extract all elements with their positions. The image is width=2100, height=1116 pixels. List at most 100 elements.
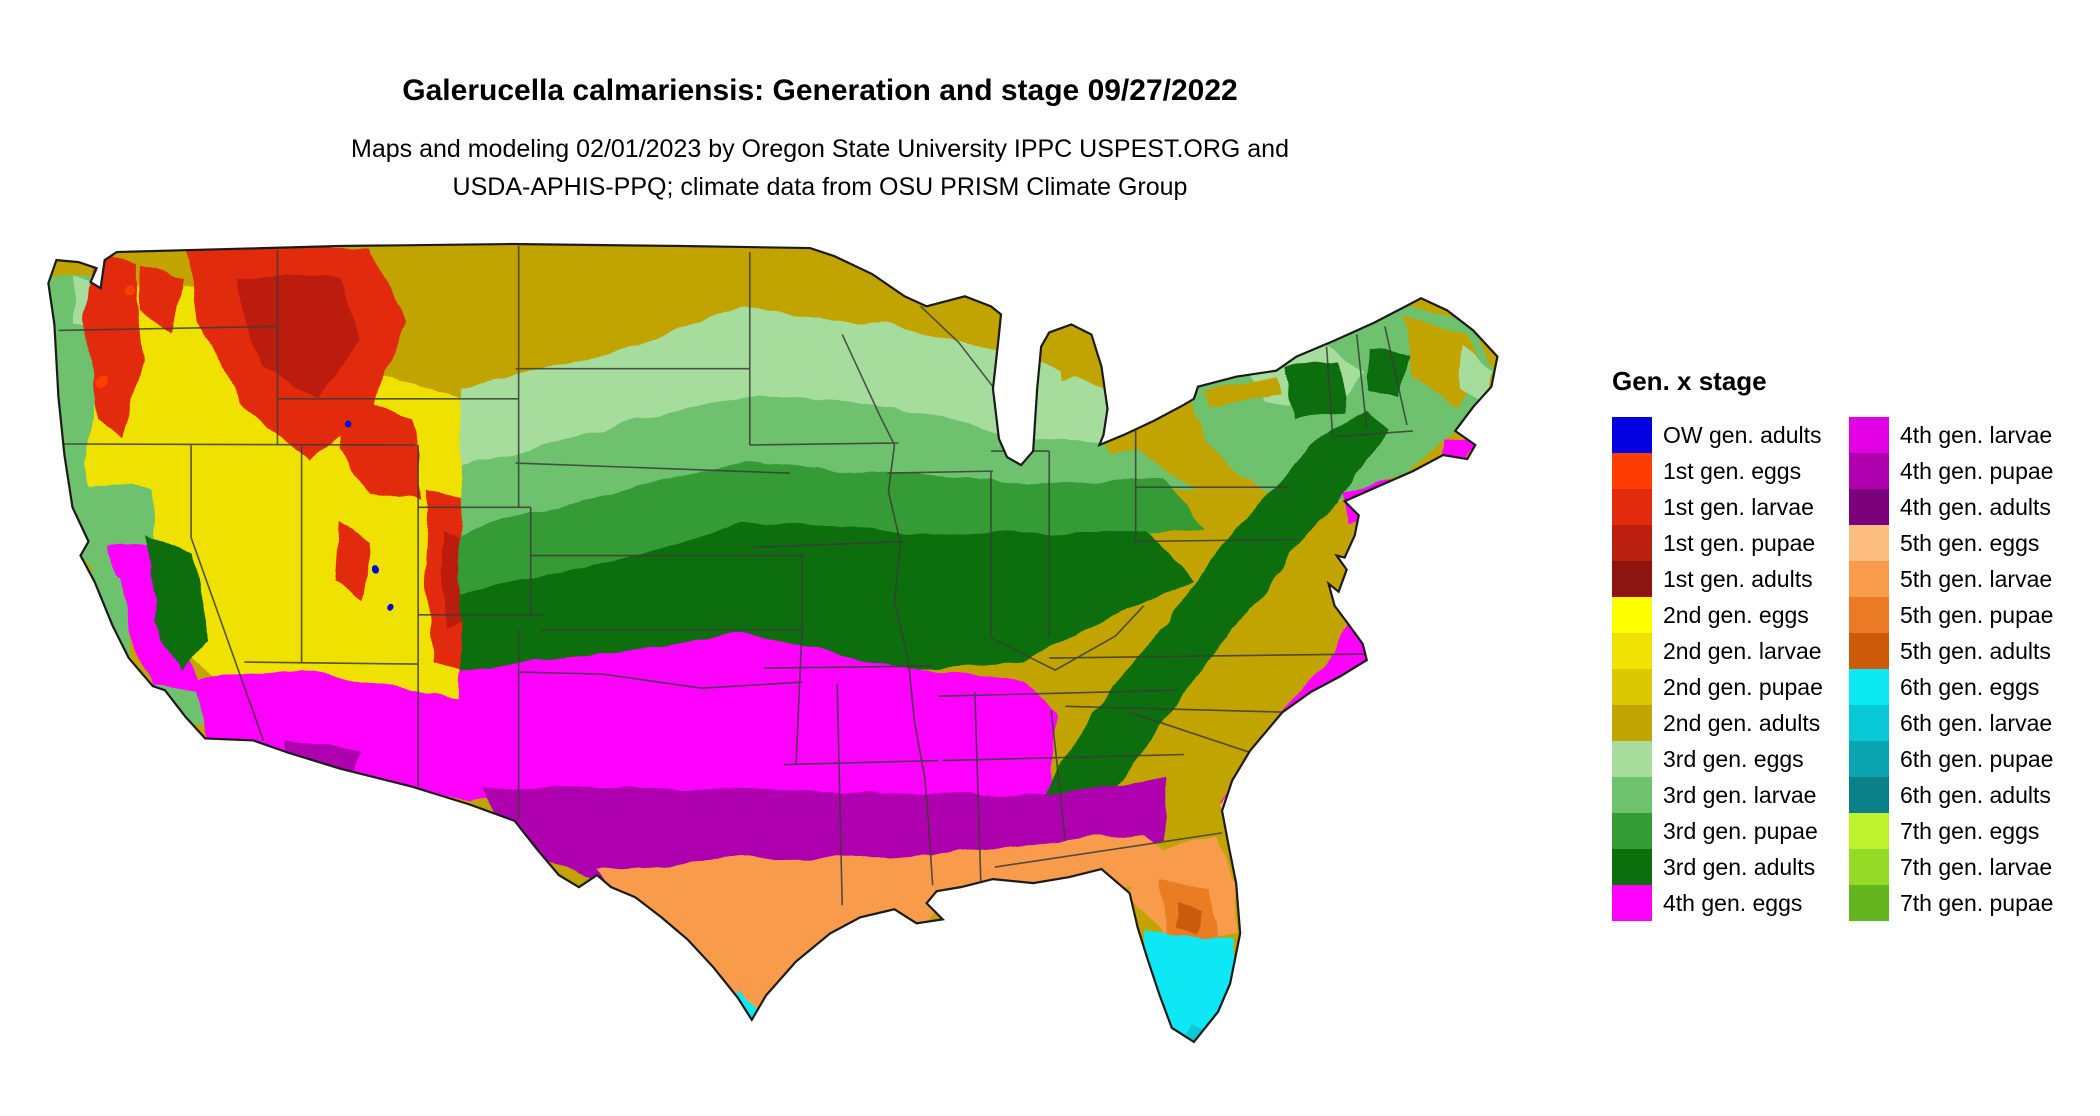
legend-label: 3rd gen. pupae xyxy=(1663,818,1818,844)
patch-whitemtns-darkgreen xyxy=(1368,346,1411,401)
speck-ow-adults xyxy=(371,565,380,574)
legend-item: 2nd gen. eggs xyxy=(1612,597,1849,633)
legend-label: 7th gen. larvae xyxy=(1900,854,2053,880)
legend-swatch xyxy=(1849,489,1889,525)
legend-label: 1st gen. adults xyxy=(1663,566,1813,592)
legend-item: 7th gen. larvae xyxy=(1849,849,2053,885)
legend-item: 3rd gen. eggs xyxy=(1612,741,1849,777)
legend-label: 6th gen. pupae xyxy=(1900,746,2054,772)
patch-newash-red xyxy=(138,266,182,331)
legend-label: 2nd gen. eggs xyxy=(1663,602,1809,628)
legend-swatch xyxy=(1849,453,1889,489)
legend-label: 4th gen. adults xyxy=(1900,494,2051,520)
legend-swatch xyxy=(1612,633,1652,669)
legend-label: 5th gen. adults xyxy=(1900,638,2051,664)
band-3rd-adults xyxy=(460,523,1194,677)
legend-item: 3rd gen. adults xyxy=(1612,849,1849,885)
legend-item: 1st gen. pupae xyxy=(1612,525,1849,561)
legend-item: 6th gen. eggs xyxy=(1849,669,2053,705)
legend-swatch xyxy=(1612,813,1652,849)
legend-swatch xyxy=(1612,525,1652,561)
page-title: Galerucella calmariensis: Generation and… xyxy=(402,74,1238,107)
legend-swatch xyxy=(1849,597,1889,633)
legend-label: OW gen. adults xyxy=(1663,422,1822,448)
legend-swatch xyxy=(1849,561,1889,597)
subtitle-line-2: USDA-APHIS-PPQ; climate data from OSU PR… xyxy=(452,173,1188,201)
legend-item: 6th gen. pupae xyxy=(1849,741,2053,777)
legend-swatch xyxy=(1612,489,1652,525)
legend-label: 5th gen. larvae xyxy=(1900,566,2053,592)
legend-label: 2nd gen. adults xyxy=(1663,710,1821,736)
legend-item: 4th gen. larvae xyxy=(1849,417,2053,453)
legend-swatch xyxy=(1612,849,1652,885)
legend-column-1: OW gen. adults 1st gen. eggs 1st gen. larv… xyxy=(1612,417,1849,921)
legend-label: 5th gen. pupae xyxy=(1900,602,2054,628)
legend-label: 2nd gen. pupae xyxy=(1663,674,1823,700)
patch-utah-red xyxy=(333,519,372,602)
speck-1st-eggs xyxy=(125,287,136,298)
legend-title: Gen. x stage xyxy=(1612,366,1767,396)
legend-item: 5th gen. eggs xyxy=(1849,525,2053,561)
band-3rd-eggs xyxy=(460,308,1126,472)
legend-label: 3rd gen. adults xyxy=(1663,854,1816,880)
patch-sierra-darkgreen xyxy=(148,533,210,673)
legend-label: 1st gen. pupae xyxy=(1663,530,1816,556)
legend-label: 4th gen. larvae xyxy=(1900,422,2053,448)
state-borders xyxy=(58,246,1414,906)
legend-item: 1st gen. larvae xyxy=(1612,489,1849,525)
legend-item: 2nd gen. pupae xyxy=(1612,669,1849,705)
legend-swatch xyxy=(1849,669,1889,705)
legend-item: 4th gen. adults xyxy=(1849,489,2053,525)
legend-label: 6th gen. adults xyxy=(1900,782,2051,808)
legend-swatch xyxy=(1612,885,1652,921)
legend-item: 2nd gen. larvae xyxy=(1612,633,1849,669)
legend-label: 1st gen. eggs xyxy=(1663,458,1802,484)
speck-1st-eggs xyxy=(94,372,107,385)
legend-swatch xyxy=(1612,453,1652,489)
patch-florida-5th-adults xyxy=(1175,901,1202,938)
legend-swatch xyxy=(1612,705,1652,741)
legend-swatch xyxy=(1612,597,1652,633)
legend-swatch xyxy=(1612,777,1652,813)
legend-label: 3rd gen. eggs xyxy=(1663,746,1804,772)
speck-ow-adults xyxy=(388,604,396,612)
band-4th-eggs xyxy=(460,633,1054,803)
legend-column-2: 4th gen. larvae 4th gen. pupae 4th gen. ad… xyxy=(1849,417,2053,921)
map-svg xyxy=(47,242,1499,1044)
patch-michigan-gold xyxy=(1051,330,1096,381)
legend-label: 7th gen. eggs xyxy=(1900,818,2040,844)
legend-item: 5th gen. larvae xyxy=(1849,561,2053,597)
legend-item: 4th gen. eggs xyxy=(1612,885,1849,921)
legend-item: 3rd gen. pupae xyxy=(1612,813,1849,849)
legend-swatch xyxy=(1849,885,1889,921)
legend-swatch xyxy=(1849,777,1889,813)
speck-ow-adults xyxy=(342,421,350,429)
legend-item: 2nd gen. adults xyxy=(1612,705,1849,741)
legend-item: 6th gen. larvae xyxy=(1849,705,2053,741)
legend-swatch xyxy=(1849,633,1889,669)
legend-label: 4th gen. eggs xyxy=(1663,890,1803,916)
legend-item: 7th gen. eggs xyxy=(1849,813,2053,849)
us-generation-stage-map xyxy=(38,238,1556,1062)
legend-swatch xyxy=(1849,741,1889,777)
legend-swatch xyxy=(1612,741,1652,777)
patch-sflorida-6th-larvae xyxy=(1179,1021,1204,1042)
patch-erie-shore-gold xyxy=(1101,408,1196,458)
legend: Gen. x stage OW gen. adults 1st gen. eggs… xyxy=(1612,366,2053,921)
legend-item: 3rd gen. larvae xyxy=(1612,777,1849,813)
legend-label: 4th gen. pupae xyxy=(1900,458,2054,484)
legend-swatch xyxy=(1612,561,1652,597)
patch-maine-lightgreen xyxy=(1459,346,1496,401)
legend-label: 2nd gen. larvae xyxy=(1663,638,1822,664)
patch-appalachians-darkgreen xyxy=(1039,408,1387,829)
legend-swatch xyxy=(1849,705,1889,741)
legend-item: 4th gen. pupae xyxy=(1849,453,2053,489)
legend-item: 7th gen. pupae xyxy=(1849,885,2053,921)
legend-swatch xyxy=(1849,525,1889,561)
map-raster-layers xyxy=(48,244,1498,1042)
legend-swatch xyxy=(1849,417,1889,453)
legend-swatch xyxy=(1849,813,1889,849)
band-3rd-larvae xyxy=(460,394,1196,540)
legend-item: OW gen. adults xyxy=(1612,417,1849,453)
